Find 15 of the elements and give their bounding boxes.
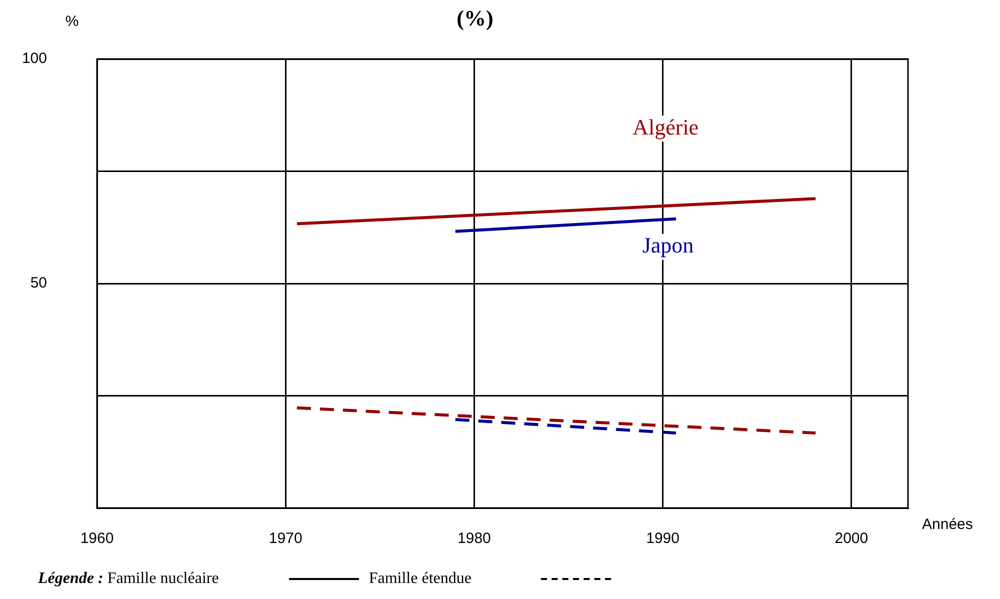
x-tick-label: 1960 [80,530,114,548]
y-axis-title: % [65,13,79,30]
x-tick-label: 1990 [646,530,680,548]
text: Famille étendue [368,570,472,588]
y-tick-label: 50 [30,274,47,292]
x-axis-title: Années [922,516,973,534]
series-label: Japon [642,232,694,258]
x-tick-label: 1970 [268,530,302,548]
text: Algérie [632,114,699,140]
x-tick-label: 2000 [834,530,868,548]
y-tick-label: 100 [22,50,47,68]
x-tick-label: 1980 [458,530,491,548]
chart-title: (%) [456,6,494,31]
text: Famille nucléaire [107,570,219,588]
text: Légende : [38,570,104,588]
